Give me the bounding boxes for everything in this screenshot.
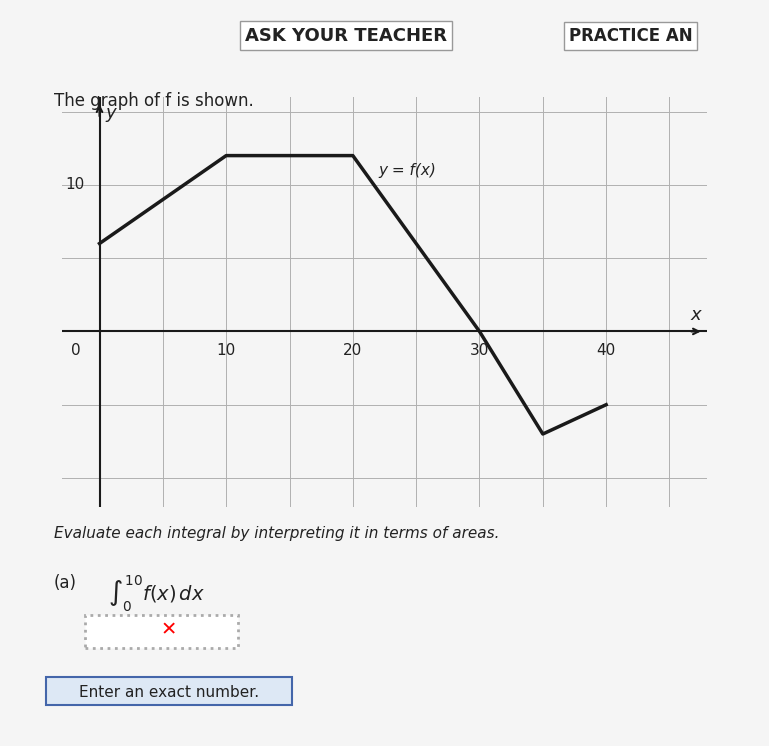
Text: ASK YOUR TEACHER: ASK YOUR TEACHER <box>245 27 447 45</box>
Text: 0: 0 <box>71 343 81 358</box>
Text: 30: 30 <box>470 343 489 358</box>
Text: PRACTICE AN: PRACTICE AN <box>569 27 692 45</box>
Text: 20: 20 <box>343 343 362 358</box>
Text: The graph of f is shown.: The graph of f is shown. <box>54 92 254 110</box>
FancyBboxPatch shape <box>85 615 238 648</box>
Text: 10: 10 <box>65 178 85 192</box>
Text: Evaluate each integral by interpreting it in terms of areas.: Evaluate each integral by interpreting i… <box>54 527 499 542</box>
Text: (a): (a) <box>54 574 77 592</box>
Text: y: y <box>106 104 116 122</box>
FancyBboxPatch shape <box>46 677 292 706</box>
Text: 40: 40 <box>597 343 616 358</box>
Text: $\int_0^{10}$$f(x)\,dx$: $\int_0^{10}$$f(x)\,dx$ <box>108 574 205 614</box>
Text: y = f(x): y = f(x) <box>378 163 436 178</box>
Text: ✕: ✕ <box>161 621 178 640</box>
Text: 10: 10 <box>217 343 236 358</box>
Text: x: x <box>691 306 701 324</box>
Text: Enter an exact number.: Enter an exact number. <box>79 685 259 700</box>
